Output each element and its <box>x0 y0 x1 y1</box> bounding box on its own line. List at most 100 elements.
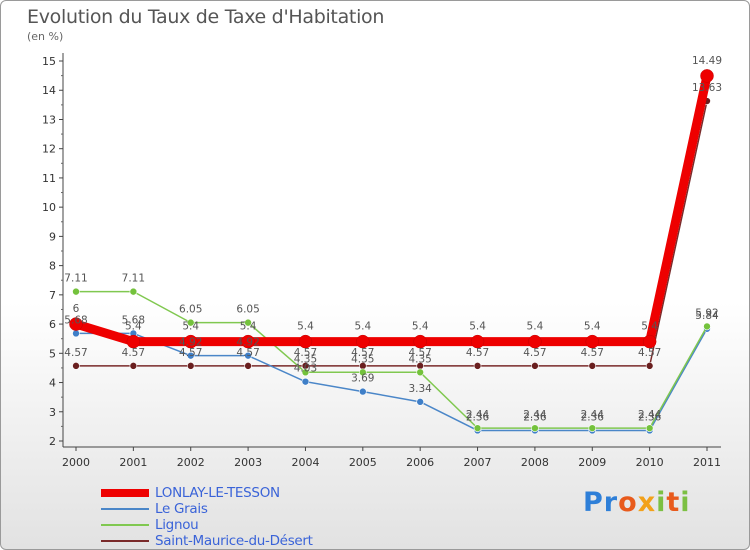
data-point-lonlay <box>642 334 657 349</box>
data-label-lonlay: 5.4 <box>354 321 371 333</box>
x-tick-label: 2011 <box>693 456 721 469</box>
data-point-lonlay <box>356 334 370 349</box>
data-point-lignou <box>129 287 138 296</box>
data-label-lonlay: 5.4 <box>584 321 601 333</box>
data-point-lignou <box>645 424 654 432</box>
data-point-saint-maurice <box>186 362 195 370</box>
data-point-lonlay <box>126 334 141 349</box>
y-tick-label: 10 <box>42 201 56 214</box>
y-tick-label: 8 <box>49 260 56 273</box>
legend-swatch-saint-maurice <box>101 540 149 542</box>
data-label-lignou: 7.11 <box>122 273 145 285</box>
data-label-saint-maurice: 4.57 <box>236 347 259 359</box>
data-point-le-grais <box>72 329 80 338</box>
x-tick-label: 2004 <box>291 456 319 469</box>
data-label-lonlay: 5.4 <box>527 321 544 333</box>
data-label-lignou: 5.92 <box>695 307 718 319</box>
data-point-lignou <box>416 368 424 377</box>
data-point-le-grais <box>359 387 367 396</box>
data-point-lonlay <box>700 69 714 83</box>
legend-item-lonlay[interactable]: LONLAY-LE-TESSON <box>101 485 361 501</box>
y-tick-label: 4 <box>49 377 56 390</box>
logo-letter: r <box>603 487 619 518</box>
data-point-lonlay <box>183 334 198 349</box>
data-point-lignou <box>531 424 539 432</box>
data-label-le-grais: 5.68 <box>64 314 87 326</box>
data-point-lonlay <box>298 334 313 349</box>
y-tick-label: 7 <box>49 289 56 302</box>
data-point-lonlay <box>470 334 485 349</box>
data-point-lignou <box>72 287 80 296</box>
legend-item-saint-maurice[interactable]: Saint-Maurice-du-Désert <box>101 533 361 549</box>
x-tick-label: 2009 <box>578 456 606 469</box>
data-label-le-grais: 2.36 <box>523 411 547 423</box>
legend-swatch-lonlay <box>101 489 149 497</box>
legend-item-le-grais[interactable]: Le Grais <box>101 501 361 517</box>
legend-label-lonlay: LONLAY-LE-TESSON <box>155 485 280 501</box>
legend: LONLAY-LE-TESSON Le Grais Lignou Saint-M… <box>101 485 361 549</box>
y-tick-label: 15 <box>42 55 56 68</box>
data-label-lonlay: 5.4 <box>469 321 486 333</box>
data-label-lignou: 2.44 <box>638 409 662 421</box>
logo-letter: x <box>637 487 657 518</box>
data-label-le-grais: 2.36 <box>638 411 662 423</box>
legend-swatch-lignou <box>101 524 149 526</box>
data-point-lignou <box>473 424 482 432</box>
y-tick-label: 2 <box>49 435 56 448</box>
x-tick-label: 2000 <box>62 456 90 469</box>
series-line-le-grais <box>75 328 708 432</box>
series-line-lonlay <box>71 71 712 347</box>
data-label-lonlay: 5.4 <box>412 321 429 333</box>
data-point-lignou <box>186 318 195 327</box>
x-tick-label: 2007 <box>464 456 492 469</box>
legend-label-le-grais: Le Grais <box>155 501 208 517</box>
data-label-saint-maurice: 4.57 <box>408 347 431 359</box>
data-point-lignou <box>588 424 597 432</box>
data-point-saint-maurice <box>531 362 539 370</box>
y-tick-label: 3 <box>49 406 56 419</box>
data-label-le-grais: 3.69 <box>351 373 374 385</box>
data-label-lignou: 4.35 <box>408 353 431 365</box>
data-label-saint-maurice: 4.57 <box>122 347 145 359</box>
data-label-lonlay: 5.4 <box>125 321 142 333</box>
x-tick-label: 2005 <box>349 456 377 469</box>
x-tick-label: 2006 <box>406 456 434 469</box>
data-label-saint-maurice: 4.57 <box>638 347 661 359</box>
data-label-lonlay: 5.4 <box>240 321 257 333</box>
data-label-le-grais: 4.03 <box>294 363 317 375</box>
data-label-le-grais: 2.36 <box>581 411 605 423</box>
data-point-lignou <box>359 368 367 377</box>
legend-label-saint-maurice: Saint-Maurice-du-Désert <box>155 533 313 549</box>
data-point-saint-maurice <box>129 362 138 370</box>
data-point-saint-maurice <box>588 362 597 370</box>
data-point-lignou <box>703 322 711 331</box>
data-label-saint-maurice: 4.57 <box>64 347 87 359</box>
series-line-lignou <box>75 290 708 429</box>
logo-letter: i <box>656 487 667 518</box>
logo-letter: P <box>583 487 604 518</box>
y-unit-label: (en %) <box>27 30 64 43</box>
data-label-saint-maurice: 4.57 <box>581 347 604 359</box>
data-label-lignou: 6.05 <box>179 304 202 316</box>
data-label-saint-maurice: 13.63 <box>692 82 722 94</box>
data-point-lonlay <box>528 334 542 349</box>
data-point-saint-maurice <box>72 362 80 370</box>
legend-item-lignou[interactable]: Lignou <box>101 517 361 533</box>
data-label-saint-maurice: 4.57 <box>523 347 546 359</box>
data-point-lignou <box>301 368 310 377</box>
x-tick-label: 2008 <box>521 456 549 469</box>
y-tick-label: 11 <box>42 172 56 185</box>
data-point-lonlay <box>241 334 255 349</box>
data-label-lignou: 2.44 <box>581 409 605 421</box>
x-tick-label: 2001 <box>119 456 147 469</box>
data-label-lignou: 4.35 <box>351 353 374 365</box>
data-point-lonlay <box>585 334 600 349</box>
data-point-le-grais <box>244 351 252 360</box>
x-tick-label: 2003 <box>234 456 262 469</box>
data-label-le-grais: 4.92 <box>179 337 202 349</box>
chart-title: Evolution du Taux de Taxe d'Habitation <box>27 6 385 28</box>
proxiti-logo: Proxiti <box>583 487 691 518</box>
data-label-le-grais: 3.34 <box>408 383 432 395</box>
data-label-le-grais: 2.36 <box>466 411 490 423</box>
